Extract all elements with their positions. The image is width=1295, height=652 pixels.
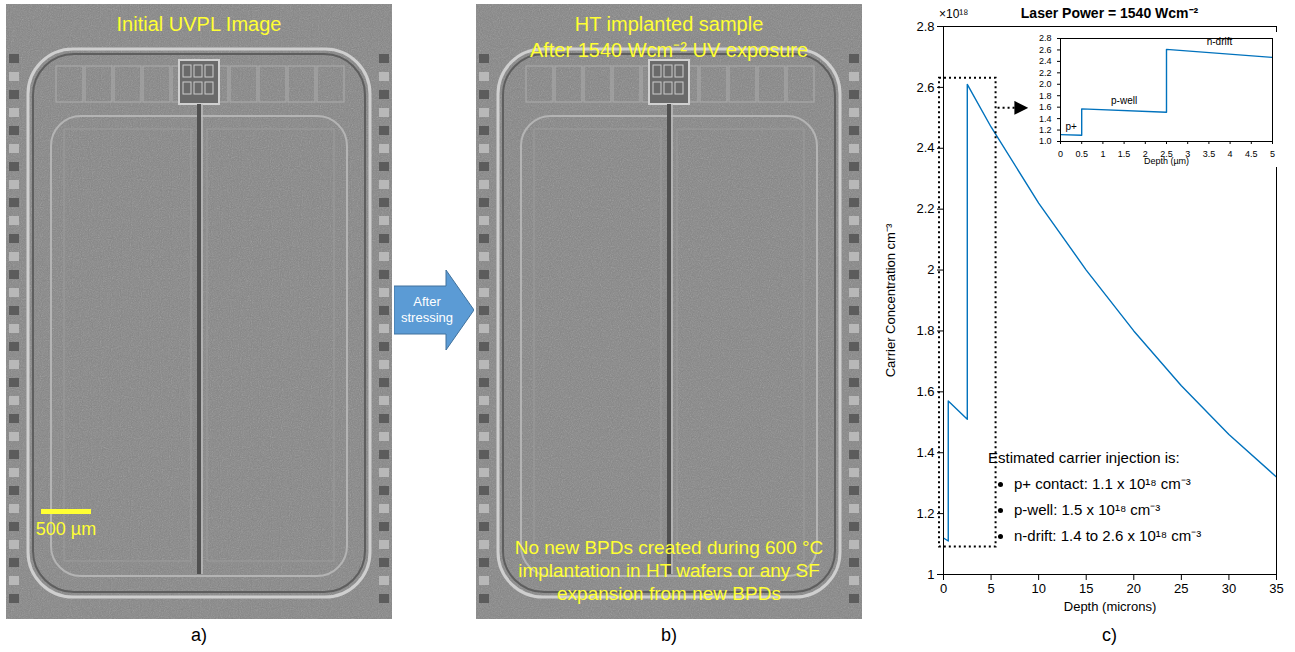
svg-text:2.8: 2.8	[1039, 33, 1052, 43]
svg-text:2.6: 2.6	[916, 80, 934, 95]
svg-text:5: 5	[1270, 149, 1275, 159]
svg-text:1.4: 1.4	[1039, 113, 1052, 123]
html-text:HT implanted sample: HT implanted sample	[574, 13, 764, 35]
svg-text:2.4: 2.4	[916, 140, 934, 155]
svg-text:1.2: 1.2	[1039, 125, 1052, 135]
html-text:b): b)	[661, 625, 677, 645]
svg-text:p+: p+	[1065, 121, 1077, 132]
html-text:n-drift: 1.4 to 2.6 x 10¹⁸ cm⁻: n-drift: 1.4 to 2.6 x 10¹⁸ cm⁻³	[1014, 527, 1202, 544]
svg-text:1: 1	[1100, 149, 1105, 159]
svg-text:0.5: 0.5	[1075, 149, 1088, 159]
html-text:Laser Power = 1540 Wcm⁻²: Laser Power = 1540 Wcm⁻²	[1020, 5, 1199, 21]
svg-text:2: 2	[1142, 148, 1148, 159]
svg-text:2: 2	[927, 262, 934, 277]
svg-text:10: 10	[1031, 581, 1045, 596]
svg-text:Carrier Concentration cm⁻³: Carrier Concentration cm⁻³	[883, 223, 898, 377]
svg-text:1: 1	[927, 567, 934, 582]
svg-text:1.2: 1.2	[916, 506, 934, 521]
svg-text:2.5: 2.5	[1160, 148, 1173, 159]
svg-text:Depth (µm): Depth (µm)	[1144, 156, 1189, 166]
html-text:Initial UVPL Image: Initial UVPL Image	[116, 13, 282, 35]
svg-text:1.6: 1.6	[1039, 102, 1052, 112]
svg-text:1.8: 1.8	[916, 323, 934, 338]
svg-text:Depth (microns): Depth (microns)	[1064, 599, 1156, 614]
svg-text:2.6: 2.6	[1039, 45, 1052, 55]
svg-text:30: 30	[1222, 581, 1236, 596]
svg-text:2.4: 2.4	[1039, 56, 1052, 66]
svg-text:4: 4	[1228, 149, 1233, 159]
svg-text:3.5: 3.5	[1203, 149, 1216, 159]
svg-text:1.0: 1.0	[1039, 136, 1052, 146]
svg-text:2.2: 2.2	[1039, 68, 1052, 78]
svg-text:0: 0	[1058, 149, 1063, 159]
svg-text:n-drift: n-drift	[1207, 36, 1233, 47]
svg-text:p-well: p-well	[1111, 95, 1137, 106]
svg-text:0: 0	[940, 581, 947, 596]
html-text:c): c)	[1102, 625, 1117, 645]
html-text:×10¹⁸: ×10¹⁸	[939, 7, 969, 21]
html-text:p-well: 1.5 x 10¹⁸ cm⁻³: p-well: 1.5 x 10¹⁸ cm⁻³	[1014, 501, 1161, 518]
svg-text:25: 25	[1174, 581, 1188, 596]
svg-text:1.4: 1.4	[916, 445, 934, 460]
html-text:After 1540 Wcm⁻² UV exposure: After 1540 Wcm⁻² UV exposure	[529, 39, 809, 61]
html-text:No new BPDs created during 600: No new BPDs created during 600 °C implan…	[514, 537, 824, 604]
svg-text:5: 5	[987, 581, 994, 596]
html-text:After stressing: After stressing	[401, 294, 453, 325]
html-text:a): a)	[191, 625, 207, 645]
svg-text:1.8: 1.8	[1039, 91, 1052, 101]
html-text:500 µm: 500 µm	[35, 519, 97, 539]
svg-text:15: 15	[1079, 581, 1093, 596]
html-text:p+ contact: 1.1 x 10¹⁸ cm⁻³: p+ contact: 1.1 x 10¹⁸ cm⁻³	[1014, 475, 1191, 492]
svg-text:4.5: 4.5	[1245, 149, 1258, 159]
svg-text:2.0: 2.0	[1039, 79, 1052, 89]
svg-text:35: 35	[1269, 581, 1283, 596]
svg-text:20: 20	[1127, 581, 1141, 596]
svg-text:1.5: 1.5	[1118, 149, 1131, 159]
svg-text:1.6: 1.6	[916, 384, 934, 399]
html-text:Estimated carrier injection is: Estimated carrier injection is:	[988, 449, 1180, 466]
svg-text:2.2: 2.2	[916, 201, 934, 216]
svg-text:3: 3	[1185, 148, 1191, 159]
svg-text:2.8: 2.8	[916, 19, 934, 34]
